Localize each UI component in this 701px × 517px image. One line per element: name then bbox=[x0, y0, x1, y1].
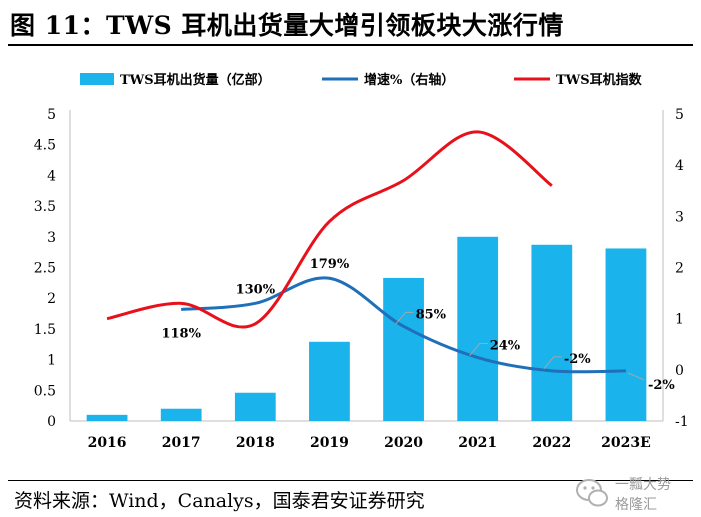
y-right-tick-label: 1 bbox=[675, 312, 684, 328]
wechat-icon bbox=[576, 479, 608, 507]
y-left-tick-label: 0.5 bbox=[34, 383, 56, 399]
y-left-tick-label: 2 bbox=[47, 291, 56, 307]
chart-axes: 0 0.5 1 1.5 2 2.5 3 3.5 4 4.5 5 -1 0 1 2 3 4 5 2016 2017 201… bbox=[34, 107, 689, 451]
y-right-tick-label: -1 bbox=[675, 414, 689, 430]
y-left-tick-label: 3 bbox=[47, 230, 56, 246]
data-label-leader bbox=[627, 372, 645, 381]
line-growth bbox=[181, 276, 626, 374]
y-left-tick-label: 3.5 bbox=[34, 199, 56, 215]
x-tick-label: 2017 bbox=[162, 435, 201, 451]
source-rule bbox=[8, 480, 693, 481]
y-left-tick-label: 0 bbox=[47, 414, 56, 430]
y-left-tick-label: 1 bbox=[47, 353, 56, 369]
data-label-growth: 118% bbox=[161, 326, 201, 341]
y-right-tick-label: 2 bbox=[675, 261, 684, 277]
bar-shipments bbox=[531, 244, 573, 421]
line-index bbox=[106, 130, 553, 329]
chart-lines bbox=[106, 130, 626, 374]
bar-shipments bbox=[457, 236, 499, 421]
y-right-tick-label: 5 bbox=[675, 107, 684, 123]
y-left-tick-label: 4.5 bbox=[34, 138, 56, 154]
data-label-leader bbox=[543, 356, 562, 370]
bar-shipments bbox=[86, 414, 128, 421]
bar-shipments bbox=[605, 248, 647, 421]
x-tick-label: 2020 bbox=[384, 435, 423, 451]
legend-swatch-shipments bbox=[80, 73, 114, 85]
x-tick-label: 2018 bbox=[236, 435, 275, 451]
chart: TWS耳机出货量（亿部） 增速%（右轴） TWS耳机指数 0 0.5 1 1.5 2 2.5 3… bbox=[34, 72, 689, 451]
data-label-growth: 85% bbox=[416, 307, 447, 322]
watermark: 一瓢大势 格隆汇 bbox=[571, 472, 691, 516]
chart-bars bbox=[86, 236, 647, 421]
watermark-line-2: 格隆汇 bbox=[615, 497, 657, 513]
legend-label-index: TWS耳机指数 bbox=[556, 72, 643, 88]
data-label-growth: -2% bbox=[564, 352, 591, 367]
bar-shipments bbox=[160, 408, 202, 421]
legend-label-growth: 增速%（右轴） bbox=[364, 72, 454, 88]
figure-title: 图 11：TWS 耳机出货量大增引领板块大涨行情 bbox=[10, 11, 564, 40]
x-tick-label: 2022 bbox=[532, 435, 571, 451]
data-label-growth: -2% bbox=[648, 378, 675, 393]
watermark-line-1: 一瓢大势 bbox=[615, 477, 671, 493]
bar-shipments bbox=[309, 341, 350, 421]
x-tick-label: 2021 bbox=[458, 435, 497, 451]
y-right-tick-label: 3 bbox=[675, 209, 684, 225]
y-right-tick-label: 4 bbox=[675, 158, 684, 174]
data-label-leader bbox=[469, 343, 488, 356]
legend-label-shipments: TWS耳机出货量（亿部） bbox=[120, 72, 271, 88]
y-left-tick-label: 5 bbox=[47, 107, 56, 123]
source-note: 资料来源：Wind，Canalys，国泰君安证券研究 bbox=[14, 490, 425, 512]
x-tick-label: 2023E bbox=[601, 435, 651, 451]
bar-shipments bbox=[383, 277, 424, 421]
y-left-tick-label: 4 bbox=[47, 168, 56, 184]
chart-legend: TWS耳机出货量（亿部） 增速%（右轴） TWS耳机指数 bbox=[80, 72, 643, 88]
y-left-tick-label: 2.5 bbox=[34, 261, 56, 277]
data-label-growth: 130% bbox=[236, 282, 276, 297]
data-label-leader bbox=[395, 311, 414, 325]
x-tick-label: 2016 bbox=[88, 435, 127, 451]
title-rule bbox=[8, 44, 693, 46]
y-right-tick-label: 0 bbox=[675, 363, 684, 379]
y-left-tick-label: 1.5 bbox=[34, 322, 56, 338]
data-label-growth: 179% bbox=[310, 257, 350, 272]
data-label-growth: 24% bbox=[490, 339, 521, 354]
chart-labels: 118% 130% 179% 85% 24% -2% -2% bbox=[161, 257, 675, 393]
x-tick-label: 2019 bbox=[310, 435, 349, 451]
bar-shipments bbox=[234, 392, 276, 421]
